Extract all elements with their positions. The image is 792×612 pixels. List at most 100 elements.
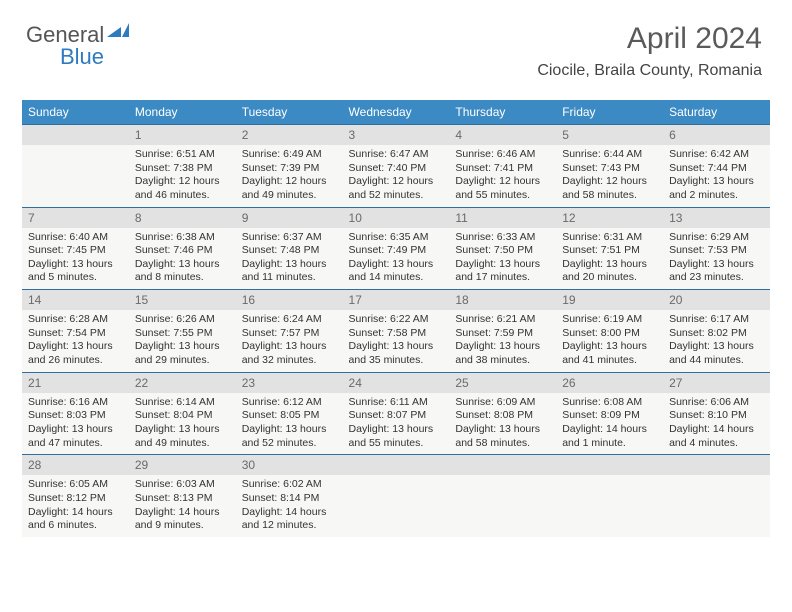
day-cell-line: Sunset: 8:02 PM [669, 327, 764, 341]
day-cell-line: Daylight: 13 hours [349, 423, 444, 437]
day-cell-line: and 35 minutes. [349, 354, 444, 368]
day-number: 21 [22, 372, 129, 393]
day-cell-line: Sunset: 7:57 PM [242, 327, 337, 341]
day-cell-line: Sunset: 7:50 PM [455, 244, 550, 258]
day-number: 23 [236, 372, 343, 393]
daynum-row: 282930 [22, 455, 770, 476]
day-cell: Sunrise: 6:08 AMSunset: 8:09 PMDaylight:… [556, 393, 663, 455]
day-cell-line: and 5 minutes. [28, 271, 123, 285]
logo-text-blue: Blue [60, 44, 104, 69]
day-cell-line: Sunrise: 6:16 AM [28, 396, 123, 410]
day-cell-line: and 23 minutes. [669, 271, 764, 285]
day-body-row: Sunrise: 6:16 AMSunset: 8:03 PM Daylight:… [22, 393, 770, 455]
day-cell-line: Daylight: 13 hours [349, 258, 444, 272]
day-cell-line: Daylight: 13 hours [669, 258, 764, 272]
daynum-row: 21222324252627 [22, 372, 770, 393]
day-cell: Sunrise: 6:49 AMSunset: 7:39 PMDaylight:… [236, 145, 343, 207]
day-cell-line: Daylight: 13 hours [669, 175, 764, 189]
day-number: 29 [129, 455, 236, 476]
day-cell: Sunrise: 6:46 AMSunset: 7:41 PMDaylight:… [449, 145, 556, 207]
day-number [449, 455, 556, 476]
location-text: Ciocile, Braila County, Romania [537, 62, 762, 80]
day-cell-line: Sunset: 7:45 PM [28, 244, 123, 258]
day-cell-line: Sunrise: 6:06 AM [669, 396, 764, 410]
day-cell-line: and 29 minutes. [135, 354, 230, 368]
day-number: 11 [449, 207, 556, 228]
day-cell-line: Sunrise: 6:14 AM [135, 396, 230, 410]
day-cell-line: Sunrise: 6:12 AM [242, 396, 337, 410]
day-cell [556, 475, 663, 537]
day-cell: Sunrise: 6:38 AMSunset: 7:46 PMDaylight:… [129, 228, 236, 290]
day-number [663, 455, 770, 476]
day-cell-line: Daylight: 13 hours [242, 258, 337, 272]
day-cell-line: and 2 minutes. [669, 189, 764, 203]
day-cell-line: and 20 minutes. [562, 271, 657, 285]
day-cell-line: Daylight: 13 hours [669, 340, 764, 354]
day-cell-line: Daylight: 13 hours [135, 340, 230, 354]
day-cell-line: Sunrise: 6:49 AM [242, 148, 337, 162]
day-cell-line: and 49 minutes. [242, 189, 337, 203]
day-number: 9 [236, 207, 343, 228]
daynum-row: 14151617181920 [22, 290, 770, 311]
day-cell-line: and 1 minute. [562, 437, 657, 451]
day-cell-line: Sunset: 8:00 PM [562, 327, 657, 341]
day-cell: Sunrise: 6:19 AMSunset: 8:00 PMDaylight:… [556, 310, 663, 372]
day-cell-line: and 4 minutes. [669, 437, 764, 451]
day-cell-line: Sunset: 7:59 PM [455, 327, 550, 341]
day-cell-line: Sunrise: 6:17 AM [669, 313, 764, 327]
day-body-row: Sunrise: 6:40 AMSunset: 7:45 PM Daylight:… [22, 228, 770, 290]
day-cell-line: and 6 minutes. [28, 519, 123, 533]
day-cell-line: Sunrise: 6:29 AM [669, 231, 764, 245]
day-cell-line: Sunset: 7:41 PM [455, 162, 550, 176]
day-number: 12 [556, 207, 663, 228]
day-cell: Sunrise: 6:17 AMSunset: 8:02 PMDaylight:… [663, 310, 770, 372]
day-cell: Sunrise: 6:06 AMSunset: 8:10 PMDaylight:… [663, 393, 770, 455]
day-cell-line: Daylight: 12 hours [562, 175, 657, 189]
day-number: 22 [129, 372, 236, 393]
day-cell-line: Sunset: 8:13 PM [135, 492, 230, 506]
day-number: 2 [236, 125, 343, 146]
day-cell [343, 475, 450, 537]
day-cell-line: Sunrise: 6:19 AM [562, 313, 657, 327]
day-number: 16 [236, 290, 343, 311]
day-cell [663, 475, 770, 537]
day-number: 14 [22, 290, 129, 311]
day-cell-line: and 38 minutes. [455, 354, 550, 368]
day-cell-line: Sunrise: 6:02 AM [242, 478, 337, 492]
day-cell-line: and 58 minutes. [562, 189, 657, 203]
weekday-header: Monday [129, 100, 236, 125]
day-cell-line: Daylight: 13 hours [562, 258, 657, 272]
day-cell-line: Sunset: 7:53 PM [669, 244, 764, 258]
day-cell-line: Sunrise: 6:24 AM [242, 313, 337, 327]
day-cell-line: Daylight: 13 hours [242, 423, 337, 437]
day-number: 10 [343, 207, 450, 228]
page-title: April 2024 [627, 22, 762, 56]
day-cell-line: Sunset: 8:10 PM [669, 409, 764, 423]
day-cell-line: and 55 minutes. [349, 437, 444, 451]
day-cell-line: and 14 minutes. [349, 271, 444, 285]
daynum-row: 78910111213 [22, 207, 770, 228]
day-cell-line: Sunset: 8:12 PM [28, 492, 123, 506]
weekday-header: Thursday [449, 100, 556, 125]
day-cell-line: Sunset: 7:46 PM [135, 244, 230, 258]
day-number [22, 125, 129, 146]
day-number: 25 [449, 372, 556, 393]
day-cell: Sunrise: 6:28 AMSunset: 7:54 PMDaylight:… [22, 310, 129, 372]
day-cell: Sunrise: 6:02 AMSunset: 8:14 PMDaylight:… [236, 475, 343, 537]
day-cell: Sunrise: 6:33 AMSunset: 7:50 PMDaylight:… [449, 228, 556, 290]
logo-mark-icon [107, 23, 129, 37]
day-cell: Sunrise: 6:14 AMSunset: 8:04 PMDaylight:… [129, 393, 236, 455]
day-cell-line: Sunrise: 6:40 AM [28, 231, 123, 245]
day-cell-line: Daylight: 13 hours [349, 340, 444, 354]
day-cell: Sunrise: 6:16 AMSunset: 8:03 PMDaylight:… [22, 393, 129, 455]
day-number: 6 [663, 125, 770, 146]
day-cell-line: Sunrise: 6:51 AM [135, 148, 230, 162]
day-cell-line: and 46 minutes. [135, 189, 230, 203]
day-cell: Sunrise: 6:51 AMSunset: 7:38 PMDaylight:… [129, 145, 236, 207]
day-cell-line: Sunrise: 6:33 AM [455, 231, 550, 245]
day-cell-line: and 55 minutes. [455, 189, 550, 203]
day-cell-line: Sunset: 8:03 PM [28, 409, 123, 423]
day-number: 5 [556, 125, 663, 146]
day-cell-line: Daylight: 14 hours [28, 506, 123, 520]
day-cell-line: Sunrise: 6:03 AM [135, 478, 230, 492]
